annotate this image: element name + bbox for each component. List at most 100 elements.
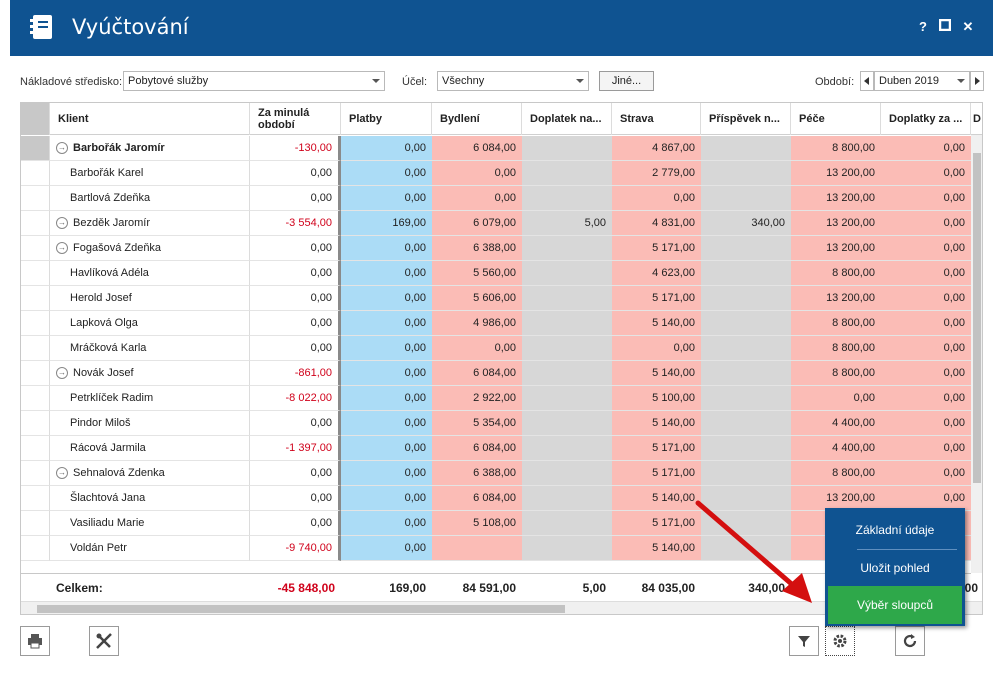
scroll-thumb[interactable] <box>37 605 565 613</box>
cell-plat[interactable]: 0,00 <box>341 361 432 386</box>
cell-byd[interactable]: 6 084,00 <box>432 361 522 386</box>
cell-plat[interactable]: 0,00 <box>341 436 432 461</box>
cell-str[interactable]: 5 140,00 <box>612 536 701 561</box>
col-header-d[interactable]: D <box>971 103 982 135</box>
cell-dopz[interactable]: 0,00 <box>881 336 971 361</box>
cell-byd[interactable]: 5 560,00 <box>432 261 522 286</box>
cell-plat[interactable]: 0,00 <box>341 461 432 486</box>
cell-dopz[interactable]: 0,00 <box>881 436 971 461</box>
period-next-button[interactable] <box>970 71 984 91</box>
table-row[interactable]: Lapková Olga 0,00 0,00 4 986,00 5 140,00 8 80… <box>21 311 971 336</box>
cell-pece[interactable]: 8 800,00 <box>791 361 881 386</box>
client-name-cell[interactable]: Barbořák Karel <box>50 161 250 186</box>
cell-byd[interactable]: 6 079,00 <box>432 211 522 236</box>
cell-pri[interactable] <box>701 336 791 361</box>
cell-dop[interactable] <box>522 386 612 411</box>
row-selector[interactable] <box>21 311 50 336</box>
cell-pri[interactable] <box>701 536 791 561</box>
table-row[interactable]: → Novák Josef -861,00 0,00 6 084,00 5 140,00 8… <box>21 361 971 386</box>
cell-dopz[interactable]: 0,00 <box>881 461 971 486</box>
purpose-select[interactable]: Všechny <box>437 71 589 91</box>
cell-prev[interactable]: 0,00 <box>250 311 341 336</box>
cell-plat[interactable]: 0,00 <box>341 286 432 311</box>
cell-str[interactable]: 2 779,00 <box>612 161 701 186</box>
expand-icon[interactable]: → <box>56 367 68 379</box>
cell-plat[interactable]: 0,00 <box>341 161 432 186</box>
table-row[interactable]: Bartlová Zdeňka 0,00 0,00 0,00 0,00 13 200,00… <box>21 186 971 211</box>
cell-dopz[interactable]: 0,00 <box>881 386 971 411</box>
row-selector[interactable] <box>21 211 50 236</box>
menu-item-column-selection[interactable]: Výběr sloupců <box>828 586 962 624</box>
col-header-housing[interactable]: Bydlení <box>432 103 522 135</box>
cell-str[interactable]: 4 831,00 <box>612 211 701 236</box>
cell-dop[interactable] <box>522 436 612 461</box>
cell-dop[interactable] <box>522 286 612 311</box>
cell-pece[interactable]: 13 200,00 <box>791 286 881 311</box>
help-button[interactable]: ? <box>919 19 927 34</box>
cell-pece[interactable]: 4 400,00 <box>791 411 881 436</box>
col-header-prev[interactable]: Za minulá období <box>250 103 341 135</box>
cell-prev[interactable]: 0,00 <box>250 511 341 536</box>
vertical-scrollbar[interactable] <box>971 135 982 573</box>
client-name-cell[interactable]: Mráčková Karla <box>50 336 250 361</box>
col-header-contribution[interactable]: Příspěvek n... <box>701 103 791 135</box>
client-name-cell[interactable]: → Sehnalová Zdenka <box>50 461 250 486</box>
table-row[interactable]: Petrklíček Radim -8 022,00 0,00 2 922,00 5 1… <box>21 386 971 411</box>
cell-prev[interactable]: -3 554,00 <box>250 211 341 236</box>
client-name-cell[interactable]: Bartlová Zdeňka <box>50 186 250 211</box>
close-button[interactable]: ✕ <box>962 19 974 34</box>
cell-pece[interactable]: 8 800,00 <box>791 336 881 361</box>
cell-byd[interactable]: 5 606,00 <box>432 286 522 311</box>
row-selector[interactable] <box>21 511 50 536</box>
cell-dopz[interactable]: 0,00 <box>881 161 971 186</box>
cell-dopz[interactable]: 0,00 <box>881 411 971 436</box>
client-name-cell[interactable]: → Fogašová Zdeňka <box>50 236 250 261</box>
expand-icon[interactable]: → <box>56 217 68 229</box>
cell-prev[interactable]: -130,00 <box>250 136 341 161</box>
client-name-cell[interactable]: → Bezděk Jaromír <box>50 211 250 236</box>
table-row[interactable]: → Fogašová Zdeňka 0,00 0,00 6 388,00 5 171,00… <box>21 236 971 261</box>
client-name-cell[interactable]: → Barbořák Jaromír <box>50 136 250 161</box>
horizontal-scrollbar[interactable] <box>21 601 982 614</box>
cell-plat[interactable]: 169,00 <box>341 211 432 236</box>
row-selector[interactable] <box>21 186 50 211</box>
cell-dop[interactable] <box>522 186 612 211</box>
expand-icon[interactable]: → <box>56 467 68 479</box>
cell-pri[interactable] <box>701 511 791 536</box>
cell-pece[interactable]: 4 400,00 <box>791 436 881 461</box>
menu-item-save-view[interactable]: Uložit pohled <box>860 561 930 575</box>
cell-dop[interactable] <box>522 461 612 486</box>
cell-pece[interactable]: 13 200,00 <box>791 236 881 261</box>
table-row[interactable]: Šlachtová Jana 0,00 0,00 6 084,00 5 140,00 13… <box>21 486 971 511</box>
cell-plat[interactable]: 0,00 <box>341 486 432 511</box>
cell-pri[interactable] <box>701 486 791 511</box>
row-selector[interactable] <box>21 261 50 286</box>
client-name-cell[interactable]: Voldán Petr <box>50 536 250 561</box>
cell-dop[interactable] <box>522 486 612 511</box>
expand-icon[interactable]: → <box>56 142 68 154</box>
cell-byd[interactable]: 5 354,00 <box>432 411 522 436</box>
cell-dopz[interactable]: 0,00 <box>881 361 971 386</box>
table-row[interactable]: Barbořák Karel 0,00 0,00 0,00 2 779,00 13 200… <box>21 161 971 186</box>
client-name-cell[interactable]: → Novák Josef <box>50 361 250 386</box>
table-row[interactable]: Herold Josef 0,00 0,00 5 606,00 5 171,00 13 2… <box>21 286 971 311</box>
cell-str[interactable]: 0,00 <box>612 186 701 211</box>
cell-str[interactable]: 5 100,00 <box>612 386 701 411</box>
row-selector[interactable] <box>21 386 50 411</box>
cell-pri[interactable] <box>701 461 791 486</box>
col-header-payments[interactable]: Platby <box>341 103 432 135</box>
refresh-button[interactable] <box>895 626 925 656</box>
print-button[interactable] <box>20 626 50 656</box>
table-row[interactable]: Voldán Petr -9 740,00 0,00 5 140,00 <box>21 536 971 561</box>
cell-prev[interactable]: 0,00 <box>250 486 341 511</box>
cell-dopz[interactable]: 0,00 <box>881 211 971 236</box>
table-row[interactable]: → Barbořák Jaromír -130,00 0,00 6 084,00 4 86… <box>21 136 971 161</box>
cell-pri[interactable] <box>701 411 791 436</box>
cell-byd[interactable] <box>432 536 522 561</box>
cell-byd[interactable]: 0,00 <box>432 336 522 361</box>
client-name-cell[interactable]: Vasiliadu Marie <box>50 511 250 536</box>
cell-pri[interactable] <box>701 286 791 311</box>
cell-pece[interactable]: 8 800,00 <box>791 261 881 286</box>
cell-str[interactable]: 0,00 <box>612 336 701 361</box>
cell-prev[interactable]: -9 740,00 <box>250 536 341 561</box>
